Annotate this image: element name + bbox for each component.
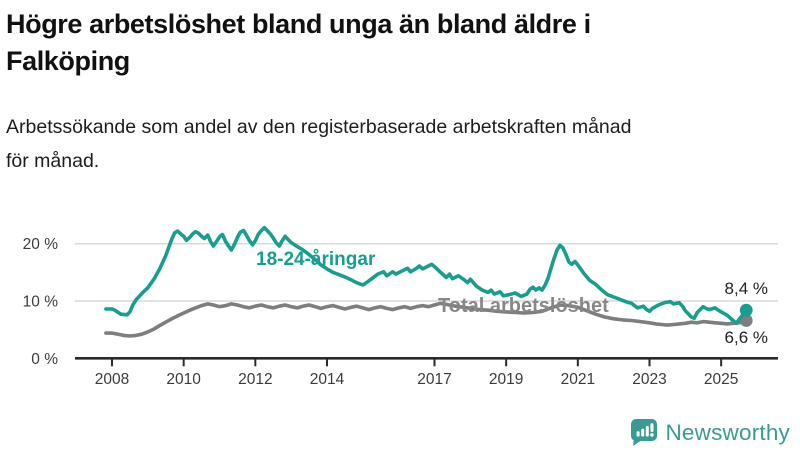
x-tick-label: 2023: [632, 371, 666, 388]
line-chart-canvas: 2008 2010 2012 2014 2017 2019 2021 2023 2025 20 %…: [23, 225, 778, 388]
series-line-18-24-åringar: [104, 225, 749, 326]
x-tick-label: 2012: [238, 371, 272, 388]
newsworthy-logo-link[interactable]: Newsworthy: [630, 418, 790, 447]
y-tick-label: 20 %: [23, 236, 59, 253]
series-label-total: Total arbetslöshet: [438, 295, 609, 317]
series-line-Total arbetslöshet: [104, 301, 749, 338]
page-title-line2: Falköping: [6, 46, 130, 76]
x-tick-label: 2025: [704, 371, 738, 388]
series-end-dot-18-24-åringar: [739, 303, 753, 317]
x-tick-label: 2017: [417, 371, 451, 388]
page-subtitle-line1: Arbetssökande som andel av den registerb…: [6, 116, 632, 138]
page-title: Högre arbetslöshet bland unga än bland ä…: [6, 6, 792, 80]
series-label-young: 18-24-åringar: [256, 249, 376, 270]
x-tick-label: 2010: [166, 371, 201, 388]
y-tick-label: 0 %: [31, 351, 58, 368]
page-title-line1: Högre arbetslöshet bland unga än bland ä…: [6, 9, 591, 39]
newsworthy-logo-icon: [630, 418, 658, 447]
page-subtitle-line2: för månad.: [6, 150, 100, 172]
end-value-label-young: 8,4 %: [724, 279, 768, 298]
x-tick-label: 2021: [561, 371, 595, 388]
x-tick-label: 2019: [489, 371, 523, 388]
x-tick-label: 2014: [310, 371, 345, 388]
unemployment-chart: 2008 2010 2012 2014 2017 2019 2021 2023 2025 20 %…: [0, 205, 800, 405]
end-value-label-total: 6,6 %: [724, 328, 768, 347]
y-tick-label: 10 %: [23, 294, 59, 311]
newsworthy-logo-text: Newsworthy: [665, 419, 790, 445]
x-tick-label: 2008: [95, 371, 129, 388]
page-subtitle: Arbetssökande som andel av den registerb…: [6, 110, 792, 178]
